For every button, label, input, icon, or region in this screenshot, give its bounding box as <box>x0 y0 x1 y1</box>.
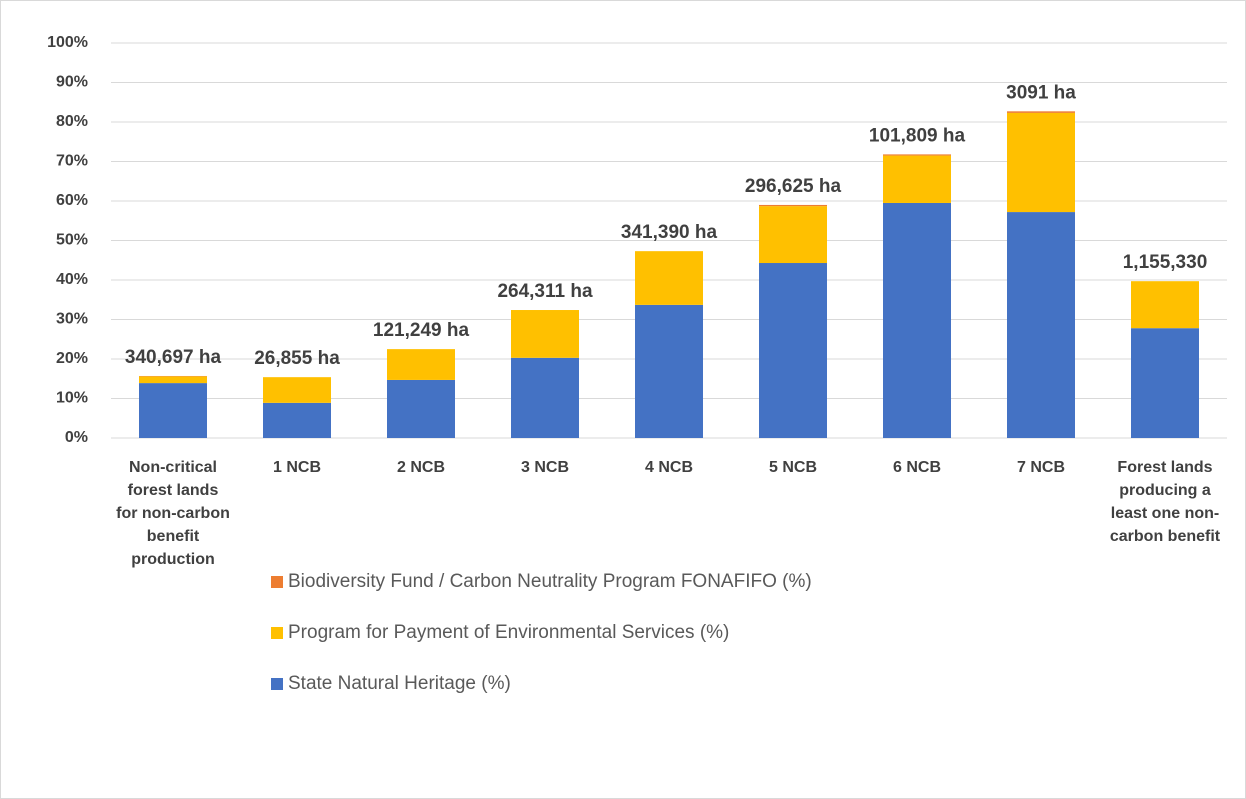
y-tick-label: 40% <box>56 271 88 288</box>
bar-annotation: 340,697 ha <box>125 347 222 368</box>
bar-segment <box>759 263 827 438</box>
bar-segment <box>635 251 703 305</box>
bar-segment <box>263 402 331 438</box>
bar-segment <box>759 206 827 264</box>
bar-annotation: 26,855 ha <box>254 348 340 369</box>
bar-annotation: 3091 ha <box>1006 82 1076 103</box>
bar-segment <box>511 357 579 438</box>
legend-swatch <box>271 576 283 588</box>
bar-segment <box>883 202 951 438</box>
bar-segment <box>387 349 455 380</box>
bar-segment <box>263 377 331 403</box>
y-tick-label: 50% <box>56 232 88 249</box>
bar-segment <box>387 379 455 438</box>
x-tick-label: 4 NCB <box>644 459 693 476</box>
bar-segment <box>1007 111 1075 113</box>
bar-annotation: 121,249 ha <box>373 320 470 341</box>
bar-annotation: 341,390 ha <box>621 222 718 243</box>
bar-segment <box>511 310 579 358</box>
bar-segment <box>1007 112 1075 213</box>
bar-annotation: 1,155,330 <box>1123 252 1208 273</box>
bar-segment <box>635 304 703 438</box>
bar-annotation: 264,311 ha <box>497 281 593 302</box>
legend-label: State Natural Heritage (%) <box>288 673 511 694</box>
legend-swatch <box>271 678 283 690</box>
y-tick-label: 0% <box>65 429 88 446</box>
x-tick-label: Non-critical forest lands for non-carbon… <box>116 459 230 568</box>
bar-segment <box>759 204 827 207</box>
x-tick-label: 2 NCB <box>396 459 445 476</box>
y-tick-label: 90% <box>56 74 88 91</box>
y-tick-label: 30% <box>56 311 88 328</box>
x-tick-label: 1 NCB <box>272 459 321 476</box>
bar-segment <box>139 383 207 438</box>
bar-annotation: 296,625 ha <box>745 176 842 197</box>
legend-label: Biodiversity Fund / Carbon Neutrality Pr… <box>288 571 812 592</box>
x-tick-label: 5 NCB <box>768 459 817 476</box>
y-tick-label: 100% <box>47 34 88 51</box>
y-tick-label: 10% <box>56 390 88 407</box>
bar-segment <box>139 376 207 384</box>
bar-segment <box>1131 328 1199 438</box>
legend-swatch <box>271 627 283 639</box>
y-tick-label: 80% <box>56 113 88 130</box>
bar-segment <box>1131 281 1199 329</box>
y-tick-label: 70% <box>56 153 88 170</box>
bar-annotation: 101,809 ha <box>869 125 966 146</box>
bar-segment <box>883 155 951 203</box>
bar-segment <box>1007 212 1075 438</box>
legend-label: Program for Payment of Environmental Ser… <box>288 622 729 643</box>
x-tick-label: 3 NCB <box>520 459 569 476</box>
x-tick-label: Forest lands producing a least one non-c… <box>1109 459 1221 545</box>
y-tick-label: 60% <box>56 192 88 209</box>
bar-segment <box>883 154 951 156</box>
x-tick-label: 6 NCB <box>892 459 941 476</box>
x-tick-label: 7 NCB <box>1016 459 1065 476</box>
y-tick-label: 20% <box>56 350 88 367</box>
